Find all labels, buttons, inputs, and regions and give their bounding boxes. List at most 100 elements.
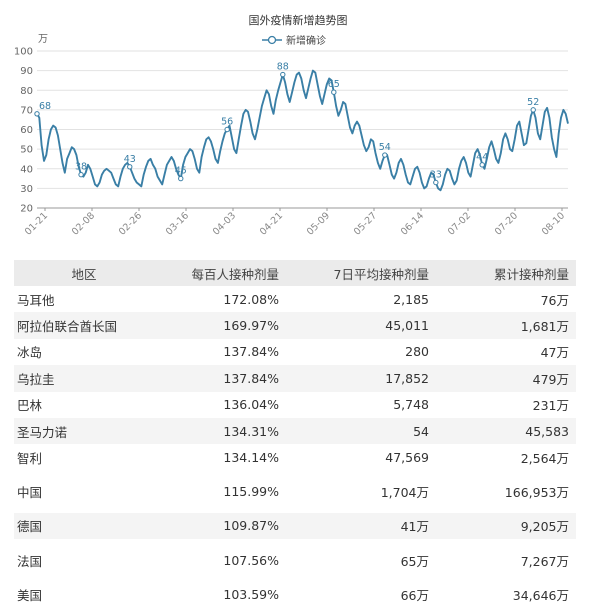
x-tick-label: 04-21 — [258, 210, 285, 237]
cell-region: 中国 — [17, 485, 43, 501]
data-label: 43 — [124, 154, 136, 165]
cell-region: 乌拉圭 — [17, 371, 55, 387]
y-tick-label: 80 — [20, 86, 33, 97]
table-row: 圣马力诺 134.31% 54 45,583 — [14, 417, 576, 445]
cell-total: 76万 — [540, 292, 569, 308]
table-row: 德国 109.87% 41万 9,205万 — [14, 512, 576, 540]
cell-region: 德国 — [17, 519, 43, 535]
x-tick-label: 05-09 — [305, 210, 332, 237]
legend-label: 新增确诊 — [286, 34, 326, 47]
y-tick-label: 40 — [20, 164, 33, 175]
data-point — [78, 171, 84, 178]
data-label: 56 — [221, 117, 233, 128]
y-tick-label: 50 — [20, 145, 33, 156]
cell-region: 巴林 — [17, 398, 43, 414]
y-tick-label: 20 — [20, 204, 33, 215]
cell-region: 智利 — [17, 451, 43, 467]
cell-per-hundred: 172.08% — [223, 291, 279, 307]
x-tick-label: 08-10 — [540, 210, 567, 237]
cell-total: 47万 — [540, 345, 569, 361]
cell-region: 法国 — [17, 553, 43, 569]
chart-title: 国外疫情新增趋势图 — [249, 13, 348, 27]
y-tick-label: 90 — [20, 66, 33, 77]
table-row: 乌拉圭 137.84% 17,852 479万 — [14, 365, 576, 392]
x-axis-ticks: 01-21 02-08 02-26 03-16 04-03 04-21 05-09 05-27… — [23, 208, 567, 238]
data-point — [178, 175, 184, 182]
table-row: 冰岛 137.84% 280 47万 — [14, 339, 576, 365]
legend-marker-icon — [267, 35, 277, 45]
cell-per-hundred: 137.84% — [223, 344, 279, 360]
cell-7day-avg: 280 — [405, 344, 429, 360]
cell-total: 231万 — [532, 398, 569, 414]
cell-region: 圣马力诺 — [17, 424, 68, 440]
y-tick-label: 60 — [20, 125, 33, 136]
y-axis-ticks: 20 30 40 50 60 70 80 90 100 — [14, 47, 33, 215]
data-label: 88 — [277, 62, 289, 73]
data-point — [224, 126, 230, 133]
table-row: 智利 134.14% 47,569 2,564万 — [14, 444, 576, 470]
cell-region: 美国 — [17, 587, 43, 603]
x-tick-label: 04-03 — [211, 210, 238, 237]
vaccination-table: 地区 每百人接种剂量 7日平均接种剂量 累计接种剂量 马耳他 172.08% 2… — [14, 260, 576, 608]
data-point — [382, 152, 388, 158]
x-tick-label: 02-08 — [70, 210, 97, 237]
cell-7day-avg: 45,011 — [385, 318, 429, 334]
cell-region: 阿拉伯联合酋长国 — [17, 319, 118, 335]
cell-per-hundred: 107.56% — [223, 552, 279, 568]
cell-per-hundred: 137.84% — [223, 370, 279, 386]
data-label: 44 — [476, 152, 488, 163]
data-label: 63 — [594, 0, 596, 3]
grid-lines — [37, 50, 568, 209]
cell-total: 2,564万 — [520, 451, 569, 467]
cell-per-hundred: 169.97% — [223, 318, 279, 334]
cell-total: 45,583 — [525, 423, 569, 439]
cell-per-hundred: 136.04% — [223, 397, 279, 413]
data-label: 33 — [430, 169, 442, 180]
x-tick-label: 02-26 — [117, 210, 144, 237]
cell-total: 9,205万 — [520, 519, 569, 535]
cell-total: 166,953万 — [504, 485, 569, 501]
cell-7day-avg: 65万 — [400, 553, 429, 569]
y-tick-label: 30 — [20, 184, 33, 195]
cell-per-hundred: 103.59% — [223, 586, 279, 602]
cell-per-hundred: 134.14% — [223, 450, 279, 466]
data-label: 45 — [175, 166, 187, 177]
table-row: 巴林 136.04% 5,748 231万 — [14, 392, 576, 418]
data-point — [34, 111, 40, 117]
header-region: 地区 — [71, 266, 97, 282]
data-point — [433, 179, 439, 186]
cell-total: 1,681万 — [520, 319, 569, 335]
y-tick-label: 70 — [20, 105, 33, 116]
header-7day-avg: 7日平均接种剂量 — [333, 266, 429, 282]
table-row: 马耳他 172.08% 2,185 76万 — [14, 286, 576, 312]
x-tick-label: 06-14 — [399, 210, 426, 237]
data-point — [280, 71, 286, 78]
header-per-hundred: 每百人接种剂量 — [191, 266, 279, 282]
cell-7day-avg: 2,185 — [393, 291, 429, 307]
header-total: 累计接种剂量 — [493, 266, 569, 282]
data-labels: 68 38 43 45 56 88 65 54 33 44 52 63 — [34, 0, 596, 186]
cell-7day-avg: 41万 — [400, 519, 429, 535]
cell-total: 479万 — [532, 371, 569, 387]
data-point — [331, 89, 337, 95]
data-label: 38 — [75, 162, 87, 173]
y-tick-label: 100 — [14, 47, 33, 58]
table-header: 地区 每百人接种剂量 7日平均接种剂量 累计接种剂量 — [14, 260, 576, 286]
cell-7day-avg: 47,569 — [385, 450, 429, 466]
cell-7day-avg: 5,748 — [393, 397, 429, 413]
cell-per-hundred: 115.99% — [223, 484, 279, 500]
cell-7day-avg: 1,704万 — [380, 485, 429, 501]
data-point — [479, 162, 485, 168]
data-point — [127, 164, 133, 170]
data-label: 52 — [527, 97, 539, 108]
cell-7day-avg: 66万 — [400, 587, 429, 603]
cell-total: 7,267万 — [520, 553, 569, 569]
data-label: 65 — [328, 79, 340, 90]
data-label: 54 — [379, 142, 391, 153]
data-label: 68 — [39, 101, 51, 112]
cell-total: 34,646万 — [512, 587, 569, 603]
cell-region: 冰岛 — [17, 345, 43, 361]
chart-legend[interactable]: 新增确诊 — [262, 34, 326, 47]
cell-7day-avg: 54 — [413, 423, 429, 439]
series-line-new-confirmed — [36, 69, 569, 192]
